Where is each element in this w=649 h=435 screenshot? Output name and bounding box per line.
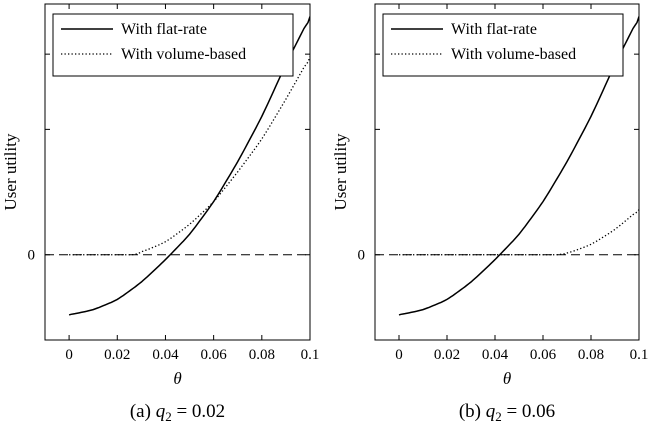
series-line-flat-rate <box>398 16 639 316</box>
caption-subscript: 2 <box>165 409 172 424</box>
series-line-volume-based <box>399 209 639 256</box>
chart-panel-a: 0 0.02 0.04 0.06 0.08 0.1 0 With flat-rate With … <box>1 3 320 424</box>
x-tick-label: 0.1 <box>630 347 649 363</box>
legend-label: With flat-rate <box>451 21 537 38</box>
x-tick-label: 0.04 <box>152 347 179 363</box>
x-tick-label: 0.08 <box>249 347 275 363</box>
caption-var: q <box>486 401 496 422</box>
panel-caption: (a) q2 = 0.02 <box>130 401 225 424</box>
x-tick-label: 0.02 <box>434 347 460 363</box>
caption-prefix: (b) <box>459 401 486 422</box>
y-axis-title: User utility <box>1 133 20 210</box>
series-line-flat-rate <box>68 16 310 316</box>
x-tick-label: 0.08 <box>578 347 604 363</box>
x-tick-label: 0 <box>65 347 73 363</box>
legend-box <box>52 13 294 77</box>
series-line-volume-based <box>69 56 310 256</box>
x-tick-label: 0.06 <box>530 347 557 363</box>
legend-label: With volume-based <box>451 46 576 63</box>
x-tick-label: 0.02 <box>104 347 130 363</box>
plot-frame <box>44 3 311 341</box>
legend-box <box>382 13 624 77</box>
y-tick-label: 0 <box>28 248 36 264</box>
chart-panel-b: 0 0.02 0.04 0.06 0.08 0.1 0 With flat-rate With … <box>331 3 649 424</box>
plot-frame <box>374 3 640 341</box>
legend-label: With volume-based <box>121 46 246 63</box>
legend-label: With flat-rate <box>121 21 207 38</box>
x-tick-label: 0.04 <box>482 347 509 363</box>
x-tick-label: 0.1 <box>301 347 320 363</box>
panel-caption: (b) q2 = 0.06 <box>459 401 555 424</box>
x-tick-label: 0 <box>395 347 403 363</box>
caption-value: = 0.06 <box>502 401 555 422</box>
caption-value: = 0.02 <box>172 401 225 422</box>
y-tick-label: 0 <box>358 248 366 264</box>
x-axis-title: θ <box>173 369 181 388</box>
caption-var: q <box>156 401 166 422</box>
caption-subscript: 2 <box>495 409 502 424</box>
x-tick-label: 0.06 <box>201 347 228 363</box>
caption-prefix: (a) <box>130 401 156 422</box>
y-axis-title: User utility <box>331 133 350 210</box>
x-axis-title: θ <box>503 369 511 388</box>
